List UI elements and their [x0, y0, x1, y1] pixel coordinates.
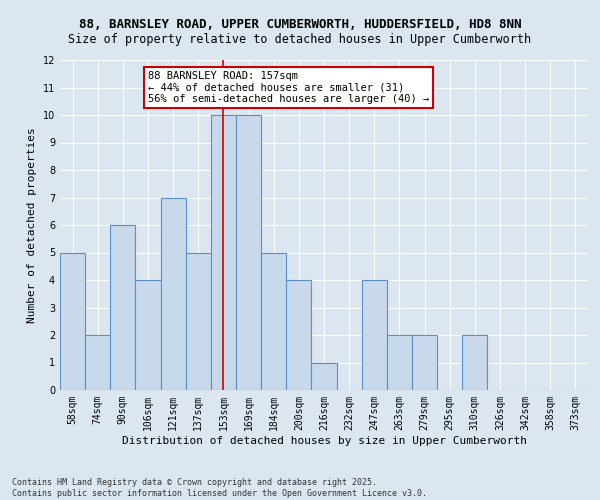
Bar — [236, 115, 261, 390]
Text: 88 BARNSLEY ROAD: 157sqm
← 44% of detached houses are smaller (31)
56% of semi-d: 88 BARNSLEY ROAD: 157sqm ← 44% of detach… — [148, 71, 429, 104]
Bar — [186, 252, 211, 390]
Bar — [136, 280, 161, 390]
Bar — [462, 335, 487, 390]
Bar — [261, 252, 286, 390]
X-axis label: Distribution of detached houses by size in Upper Cumberworth: Distribution of detached houses by size … — [121, 436, 527, 446]
Text: Size of property relative to detached houses in Upper Cumberworth: Size of property relative to detached ho… — [68, 32, 532, 46]
Bar — [387, 335, 412, 390]
Bar — [311, 362, 337, 390]
Bar — [362, 280, 387, 390]
Text: 88, BARNSLEY ROAD, UPPER CUMBERWORTH, HUDDERSFIELD, HD8 8NN: 88, BARNSLEY ROAD, UPPER CUMBERWORTH, HU… — [79, 18, 521, 30]
Bar — [211, 115, 236, 390]
Bar — [85, 335, 110, 390]
Bar — [161, 198, 186, 390]
Bar — [412, 335, 437, 390]
Bar — [286, 280, 311, 390]
Bar — [60, 252, 85, 390]
Y-axis label: Number of detached properties: Number of detached properties — [27, 127, 37, 323]
Text: Contains HM Land Registry data © Crown copyright and database right 2025.
Contai: Contains HM Land Registry data © Crown c… — [12, 478, 427, 498]
Bar — [110, 225, 136, 390]
